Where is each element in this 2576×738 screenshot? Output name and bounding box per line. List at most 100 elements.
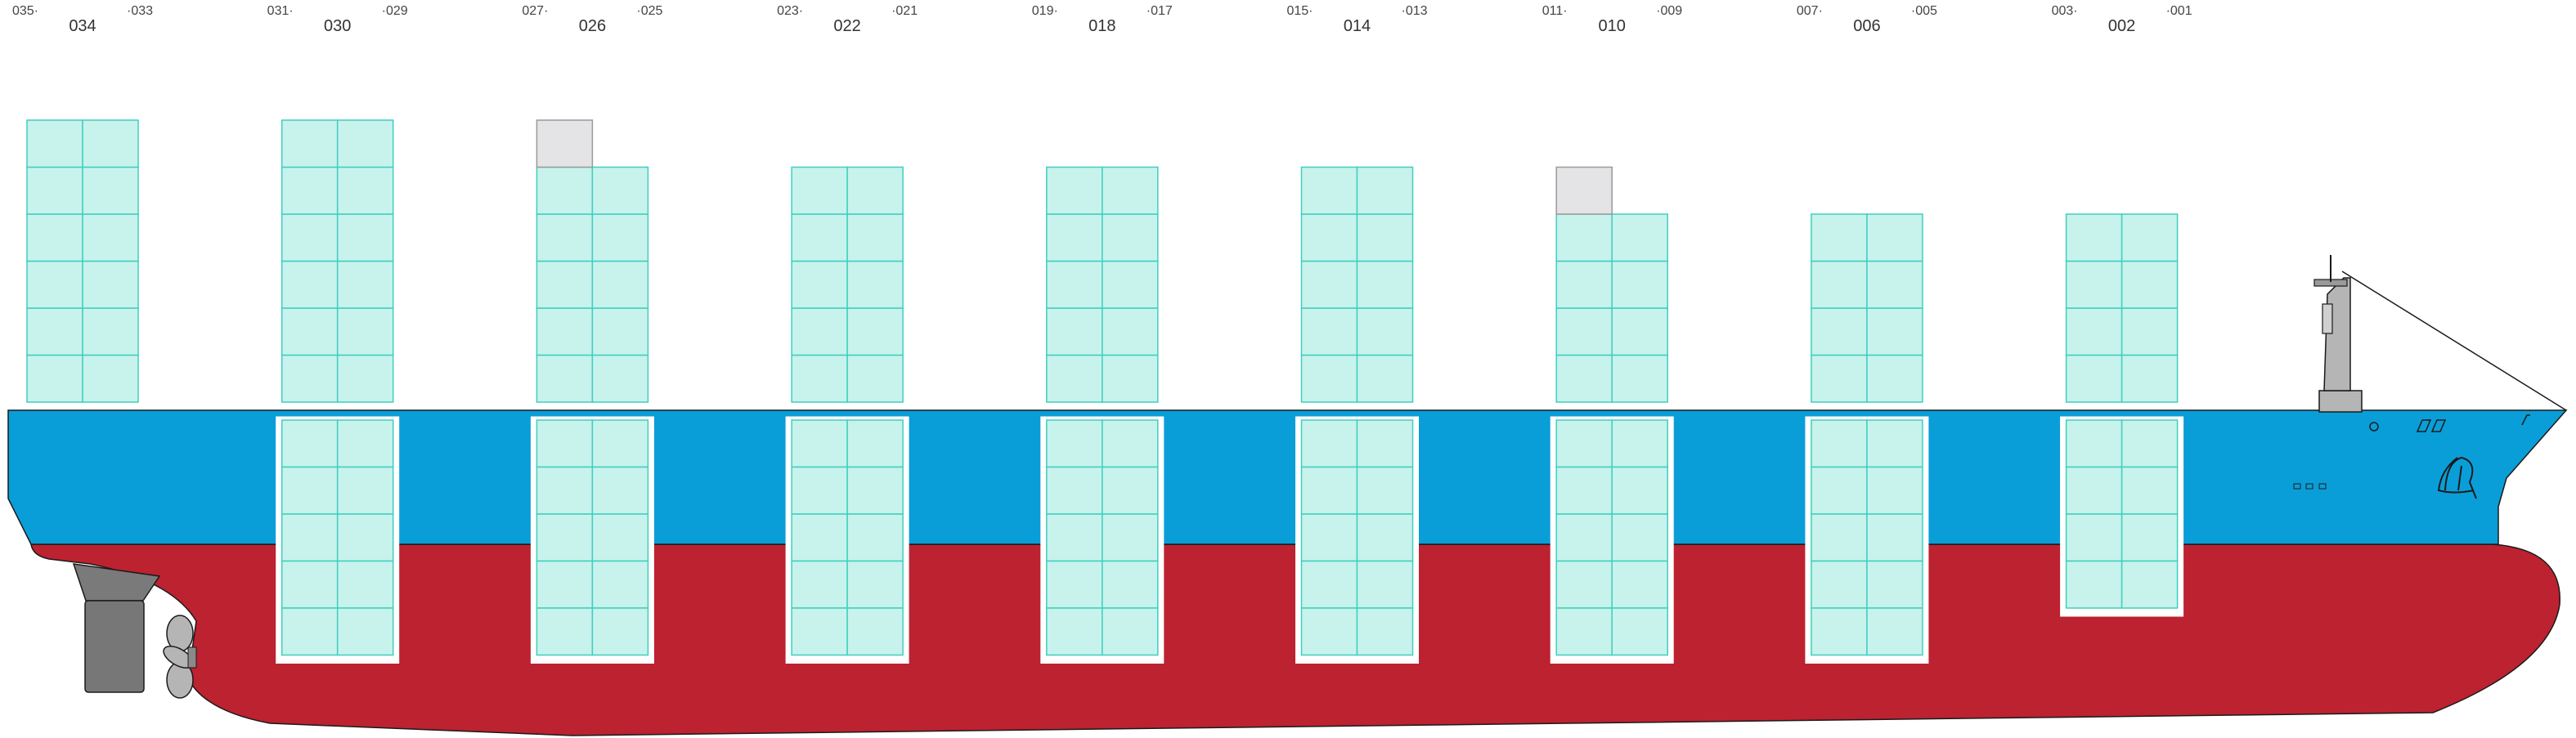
propeller-hub — [187, 646, 197, 669]
row-number-left: 007· — [1797, 4, 1823, 18]
hold-container — [2120, 560, 2179, 609]
hold-container — [2065, 466, 2123, 515]
hold-container — [1300, 513, 1358, 562]
hold-container — [846, 466, 904, 515]
deck-container — [846, 260, 904, 309]
deck-container — [1300, 307, 1358, 356]
bay-number: 002 — [2108, 17, 2135, 35]
deck-container — [1611, 213, 1668, 262]
hold-container — [280, 607, 339, 656]
hold-container — [280, 560, 339, 609]
row-number-right: ·013 — [1401, 4, 1427, 18]
deck-container — [536, 166, 594, 215]
hold-container — [536, 607, 594, 656]
hold-container — [1555, 513, 1613, 562]
deck-container — [1866, 260, 1923, 309]
row-number-left: 031· — [267, 4, 294, 18]
row-number-right: ·017 — [1147, 4, 1173, 18]
deck-container — [2065, 307, 2123, 356]
deck-container — [1300, 166, 1358, 215]
deck-container — [1555, 354, 1613, 403]
forestay — [2341, 271, 2567, 411]
deck-container — [791, 213, 848, 262]
deck-container — [1102, 354, 1159, 403]
deck-container — [1102, 213, 1159, 262]
hold-container — [791, 607, 848, 656]
row-number-right: ·005 — [1911, 4, 1937, 18]
deck-container — [536, 307, 594, 356]
hold-container — [1611, 513, 1668, 562]
deck-container — [2120, 354, 2179, 403]
hold-container — [1356, 560, 1414, 609]
hold-container — [1356, 607, 1414, 656]
deck-container — [591, 307, 649, 356]
hold-container — [846, 513, 904, 562]
deck-container — [1046, 354, 1103, 403]
hold-container — [1102, 419, 1159, 468]
hold-container — [1102, 607, 1159, 656]
hold-container — [2120, 513, 2179, 562]
deck-container — [1102, 307, 1159, 356]
hold-container — [1811, 513, 1868, 562]
hold-container — [336, 466, 394, 515]
hold-container — [280, 513, 339, 562]
deck-container — [26, 260, 83, 309]
deck-container — [280, 307, 339, 356]
hold-container — [336, 560, 394, 609]
deck-container — [82, 119, 139, 168]
deck-container — [1356, 354, 1414, 403]
deck-container — [591, 354, 649, 403]
bay-labels: 034 035· ·033 030 031· ·029 026 027· ·025 022 023·… — [12, 4, 2192, 35]
hold-container — [1555, 560, 1613, 609]
deck-container — [591, 166, 649, 215]
row-number-right: ·021 — [891, 4, 918, 18]
deck-container — [1356, 166, 1414, 215]
hold-container — [791, 560, 848, 609]
deck-container — [791, 166, 848, 215]
deck-container — [791, 260, 848, 309]
hold-container — [1811, 560, 1868, 609]
bow-marking-lines — [2416, 414, 2530, 432]
rudder — [84, 600, 145, 693]
bay-number: 014 — [1344, 17, 1371, 35]
hold-container — [1300, 466, 1358, 515]
deck-container — [846, 307, 904, 356]
hold-container — [1300, 419, 1358, 468]
hold-container — [1102, 513, 1159, 562]
deck-container — [2065, 354, 2123, 403]
empty-slot — [1555, 166, 1613, 215]
deck-container — [1102, 166, 1159, 215]
row-number-left: 019· — [1032, 4, 1058, 18]
hold-container — [280, 466, 339, 515]
row-number-left: 035· — [12, 4, 38, 18]
anchor-icon — [2437, 456, 2477, 499]
hold-container — [1102, 466, 1159, 515]
deck-container — [591, 213, 649, 262]
hold-container — [791, 419, 848, 468]
hold-container — [336, 607, 394, 656]
deck-container — [1046, 166, 1103, 215]
hold-container — [536, 513, 594, 562]
deck-container — [336, 213, 394, 262]
row-number-left: 011· — [1542, 4, 1568, 18]
hold-container — [591, 560, 649, 609]
hold-container — [591, 607, 649, 656]
hold-container — [2065, 560, 2123, 609]
bow-mast-base — [2318, 390, 2363, 413]
hold-container — [2120, 419, 2179, 468]
deck-container — [1611, 260, 1668, 309]
deck-container — [2120, 260, 2179, 309]
hold-container — [1555, 419, 1613, 468]
deck-container — [1102, 260, 1159, 309]
hold-container — [1356, 466, 1414, 515]
deck-container — [336, 354, 394, 403]
deck-container — [1300, 213, 1358, 262]
hold-container — [1611, 560, 1668, 609]
hold-container — [1611, 466, 1668, 515]
deck-container — [1811, 260, 1868, 309]
deck-container — [1811, 213, 1868, 262]
deck-container — [791, 307, 848, 356]
hold-container — [791, 466, 848, 515]
hold-container — [1046, 419, 1103, 468]
